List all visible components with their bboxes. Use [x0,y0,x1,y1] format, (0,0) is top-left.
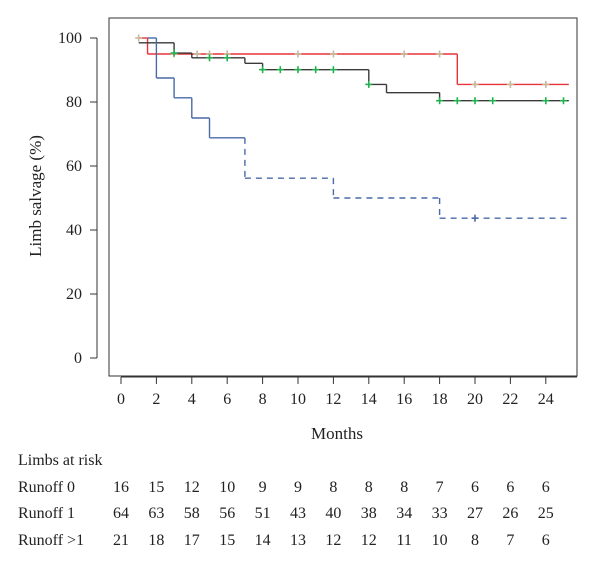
y-tick-label-0: 0 [74,350,82,367]
x-tick-label-8: 16 [396,391,412,408]
risk-cell: 25 [537,505,554,522]
risk-cell: 15 [148,478,165,496]
x-ticks: 0 2 4 6 8 10 12 14 16 18 20 22 24 [117,377,554,408]
risk-cell: 51 [254,505,271,522]
risk-cell: 12 [183,478,200,496]
risk-cell: 26 [502,505,519,522]
risk-cell: 9 [258,478,267,496]
plot-frame [108,17,578,377]
risk-cell: 8 [329,478,338,496]
risk-cell: 10 [219,478,236,496]
risk-cell: 34 [396,505,413,522]
x-tick-label-6: 12 [325,391,341,408]
y-axis-label: Limb salvage (%) [26,135,45,257]
x-tick-label-11: 22 [502,391,518,408]
x-tick-label-9: 18 [432,391,448,408]
y-tick-label-3: 60 [66,158,82,175]
y-tick-label-1: 20 [66,286,82,303]
risk-cell: 13 [290,531,306,549]
risk-cell: 7 [435,478,444,496]
risk-cell: 11 [396,531,412,549]
survival-curves [135,34,569,222]
x-tick-label-7: 14 [361,391,377,408]
risk-cell: 10 [431,531,448,549]
risk-cell: 8 [400,478,409,496]
risk-cell: 33 [431,505,448,522]
y-ticks: 0 20 40 60 80 100 [58,30,97,367]
risk-cell: 43 [290,505,306,522]
risk-cell: 15 [219,531,236,549]
risk-cell: 9 [294,478,302,496]
risk-cell: 6 [506,478,515,496]
risk-cell: 14 [254,531,271,549]
risk-cell: 7 [506,531,515,549]
risk-cell: 8 [471,531,479,549]
risk-row-label: Runoff >1 [18,531,85,549]
risk-row-label: Runoff 1 [18,505,76,522]
risk-cell: 27 [467,505,483,522]
risk-cell: 38 [360,505,377,522]
risk-cell: 21 [113,531,129,549]
x-tick-label-2: 4 [188,391,196,408]
risk-rows: Runoff 0 16 15 12 10 9 9 8 8 8 7 6 6 6 Runoff 1 64 63 58 5… [18,475,554,555]
x-tick-label-3: 6 [223,391,231,408]
risk-row-label: Runoff 0 [18,478,76,496]
risk-row: Runoff 1 64 63 58 56 51 43 40 38 34 33 27 26 25 [18,501,554,528]
y-tick-label-2: 40 [66,222,82,239]
risk-cell: 64 [113,505,129,522]
risk-cell: 17 [183,531,200,549]
risk-row: Runoff 0 16 15 12 10 9 9 8 8 8 7 6 6 6 [18,475,550,502]
risk-cell: 6 [471,478,479,496]
risk-table-title: Limbs at risk [18,452,103,469]
y-tick-label-5: 100 [58,30,82,47]
risk-cell: 56 [219,505,236,522]
risk-cell: 40 [325,505,342,522]
risk-cell: 58 [183,505,200,522]
risk-cell: 12 [325,531,342,549]
risk-cell: 6 [541,478,550,496]
risk-cell: 6 [541,531,550,549]
x-tick-label-12: 24 [538,391,554,408]
y-tick-label-4: 80 [66,94,82,111]
x-axis-label: Months [311,424,363,443]
x-tick-label-4: 8 [259,391,267,408]
x-tick-label-0: 0 [117,391,125,408]
risk-table: Limbs at risk Runoff 0 16 15 12 10 9 9 8 8 8 7 6 6 6 R… [18,448,554,555]
x-tick-label-1: 2 [152,391,160,408]
x-tick-label-10: 20 [467,391,483,408]
risk-cell: 18 [148,531,165,549]
x-tick-label-5: 10 [290,391,306,408]
risk-cell: 63 [148,505,165,522]
risk-cell: 16 [113,478,129,496]
risk-cell: 12 [360,531,377,549]
risk-cell: 8 [364,478,373,496]
risk-row: Runoff >1 21 18 17 15 14 13 12 12 11 10 8 7 6 [18,528,550,555]
